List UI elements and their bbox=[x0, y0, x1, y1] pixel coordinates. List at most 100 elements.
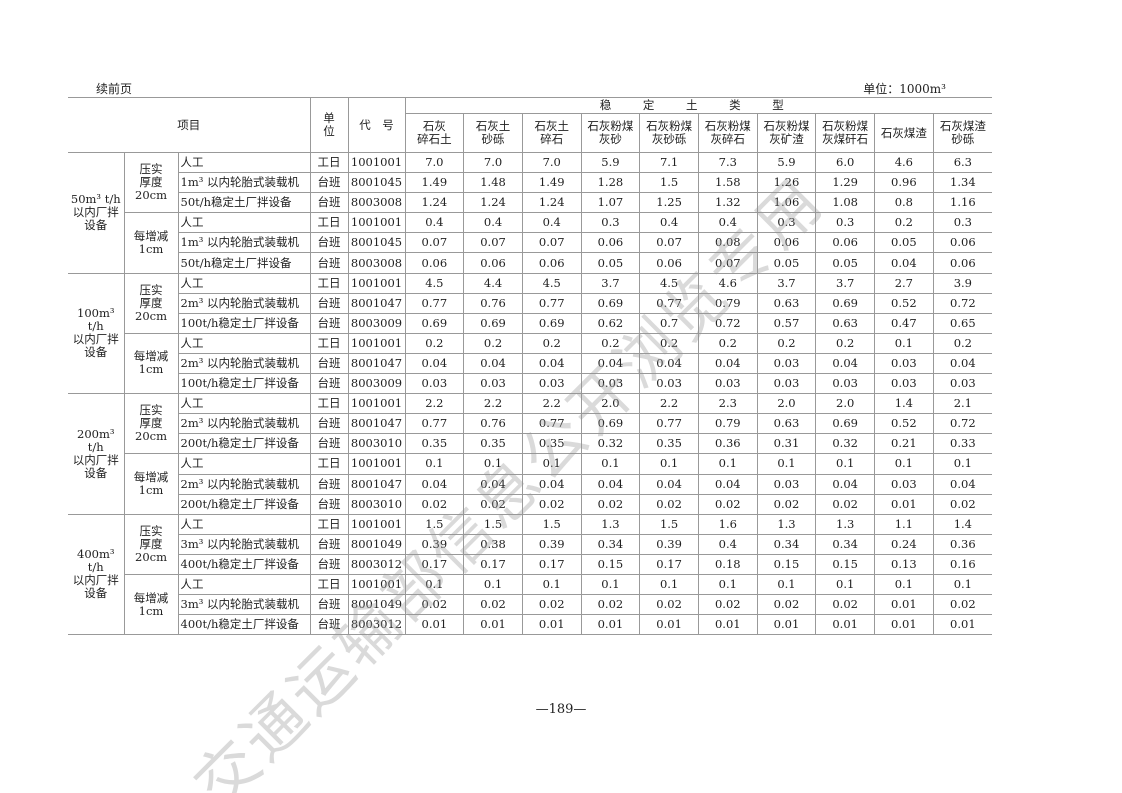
value-cell: 0.34 bbox=[756, 533, 817, 555]
page-number: —189— bbox=[535, 702, 587, 717]
unit-cell: 台班 bbox=[309, 352, 349, 375]
code-cell: 8001047 bbox=[347, 473, 406, 495]
value-cell: 2.0 bbox=[580, 393, 641, 415]
value-cell: 2.2 bbox=[463, 393, 523, 415]
value-cell: 0.65 bbox=[932, 312, 992, 334]
value-cell: 0.32 bbox=[815, 433, 876, 455]
value-cell: 0.01 bbox=[580, 614, 641, 636]
value-cell: 0.04 bbox=[697, 352, 758, 375]
item-name: 人工 bbox=[177, 212, 311, 234]
value-cell: 0.4 bbox=[463, 212, 523, 234]
value-cell: 0.04 bbox=[639, 352, 699, 375]
value-cell: 4.6 bbox=[697, 272, 758, 294]
value-cell: 0.15 bbox=[756, 553, 817, 575]
value-cell: 7.0 bbox=[521, 151, 582, 174]
value-cell: 5.9 bbox=[756, 151, 817, 174]
header-type: 石灰煤渣 砂砾 bbox=[932, 113, 992, 153]
code-cell: 8001049 bbox=[347, 533, 406, 555]
table-row: 100m³ t/h 以内厂拌 设备 压实 厚度 20cm 人工 工日 1001001 4.… bbox=[68, 272, 992, 395]
value-cell: 0.07 bbox=[463, 232, 523, 254]
unit-cell: 台班 bbox=[309, 493, 349, 515]
value-cell: 0.17 bbox=[639, 553, 699, 575]
value-cell: 0.34 bbox=[580, 533, 641, 555]
value-cell: 0.16 bbox=[932, 553, 992, 575]
header-type: 石灰粉煤 灰煤矸石 bbox=[815, 113, 876, 153]
continued-label: 续前页 bbox=[96, 82, 133, 96]
value-cell: 0.3 bbox=[815, 212, 876, 234]
item-name: 400t/h稳定土厂拌设备 bbox=[177, 553, 311, 575]
value-cell: 0.69 bbox=[521, 312, 582, 334]
value-cell: 0.02 bbox=[815, 493, 876, 515]
value-cell: 3.7 bbox=[756, 272, 817, 294]
value-cell: 6.0 bbox=[815, 151, 876, 174]
table-row: 3m³ 以内轮胎式装载机 台班 8001049 0.39 0.38 0.39 0.34 0.3… bbox=[68, 533, 992, 555]
value-cell: 0.01 bbox=[697, 614, 758, 636]
unit-cell: 工日 bbox=[309, 272, 349, 294]
unit-cell: 工日 bbox=[309, 453, 349, 475]
value-cell: 0.1 bbox=[815, 453, 876, 475]
value-cell: 2.3 bbox=[697, 393, 758, 415]
value-cell: 0.62 bbox=[580, 312, 641, 334]
value-cell: 0.1 bbox=[521, 573, 582, 596]
value-cell: 1.3 bbox=[756, 513, 817, 535]
value-cell: 6.3 bbox=[932, 151, 992, 174]
value-cell: 1.07 bbox=[580, 192, 641, 214]
code-cell: 8003008 bbox=[347, 192, 406, 214]
value-cell: 1.28 bbox=[580, 172, 641, 194]
item-name: 人工 bbox=[177, 573, 311, 596]
value-cell: 0.02 bbox=[697, 594, 758, 616]
unit-cell: 工日 bbox=[309, 151, 349, 174]
value-cell: 0.04 bbox=[815, 473, 876, 495]
value-cell: 0.02 bbox=[756, 493, 817, 515]
value-cell: 4.5 bbox=[404, 272, 465, 294]
value-cell: 0.03 bbox=[756, 352, 817, 375]
item-name: 人工 bbox=[177, 332, 311, 354]
value-cell: 0.03 bbox=[756, 373, 817, 395]
group-label: 200m³ t/h 以内厂拌 设备 bbox=[68, 393, 125, 515]
value-cell: 0.77 bbox=[404, 292, 465, 314]
code-cell: 8003012 bbox=[347, 614, 406, 636]
value-cell: 0.2 bbox=[580, 332, 641, 354]
value-cell: 0.07 bbox=[521, 232, 582, 254]
table-row: 400t/h稳定土厂拌设备 台班 8003012 0.17 0.17 0.17 0.15 0.… bbox=[68, 553, 992, 575]
item-name: 200t/h稳定土厂拌设备 bbox=[177, 433, 311, 455]
header-type: 石灰土 碎石 bbox=[521, 113, 582, 153]
subgroup-label: 压实 厚度 20cm bbox=[123, 151, 179, 214]
group-label: 100m³ t/h 以内厂拌 设备 bbox=[68, 272, 125, 395]
item-name: 2m³ 以内轮胎式装载机 bbox=[177, 292, 311, 314]
table-row: 2m³ 以内轮胎式装载机 台班 8001047 0.04 0.04 0.04 0.04 0.0… bbox=[68, 352, 992, 375]
value-cell: 0.63 bbox=[756, 413, 817, 435]
table-row: 1m³ 以内轮胎式装载机 台班 8001045 0.07 0.07 0.07 0.06 0.0… bbox=[68, 232, 992, 254]
value-cell: 0.13 bbox=[874, 553, 934, 575]
value-cell: 0.02 bbox=[697, 493, 758, 515]
value-cell: 0.15 bbox=[580, 553, 641, 575]
code-cell: 1001001 bbox=[347, 332, 406, 354]
value-cell: 0.76 bbox=[463, 292, 523, 314]
value-cell: 0.1 bbox=[932, 573, 992, 596]
value-cell: 0.04 bbox=[404, 352, 465, 375]
value-cell: 5.9 bbox=[580, 151, 641, 174]
header-unit: 单 位 bbox=[309, 97, 349, 153]
value-cell: 0.03 bbox=[639, 373, 699, 395]
header-type: 石灰粉煤 灰砂砾 bbox=[639, 113, 699, 153]
value-cell: 0.3 bbox=[580, 212, 641, 234]
value-cell: 0.1 bbox=[580, 453, 641, 475]
value-cell: 0.04 bbox=[521, 473, 582, 495]
header-type: 石灰煤渣 bbox=[874, 113, 934, 153]
value-cell: 1.32 bbox=[697, 192, 758, 214]
item-name: 人工 bbox=[177, 151, 311, 174]
value-cell: 0.02 bbox=[815, 594, 876, 616]
subgroup-label: 每增减 1cm bbox=[123, 332, 179, 395]
value-cell: 0.01 bbox=[932, 614, 992, 636]
table-row: 50t/h稳定土厂拌设备 台班 8003008 1.24 1.24 1.24 1.07 1.2… bbox=[68, 192, 992, 214]
value-cell: 0.39 bbox=[404, 533, 465, 555]
table-row: 每增减 1cm 人工 工日 1001001 0.1 0.1 0.1 0.1 0.1 0.1 0.1 0… bbox=[68, 573, 992, 636]
value-cell: 0.01 bbox=[815, 614, 876, 636]
value-cell: 0.1 bbox=[874, 332, 934, 354]
value-cell: 0.2 bbox=[404, 332, 465, 354]
value-cell: 0.03 bbox=[874, 473, 934, 495]
item-name: 人工 bbox=[177, 453, 311, 475]
value-cell: 0.1 bbox=[521, 453, 582, 475]
unit-cell: 台班 bbox=[309, 614, 349, 636]
table-row: 2m³ 以内轮胎式装载机 台班 8001047 0.77 0.76 0.77 0.69 0.7… bbox=[68, 292, 992, 314]
